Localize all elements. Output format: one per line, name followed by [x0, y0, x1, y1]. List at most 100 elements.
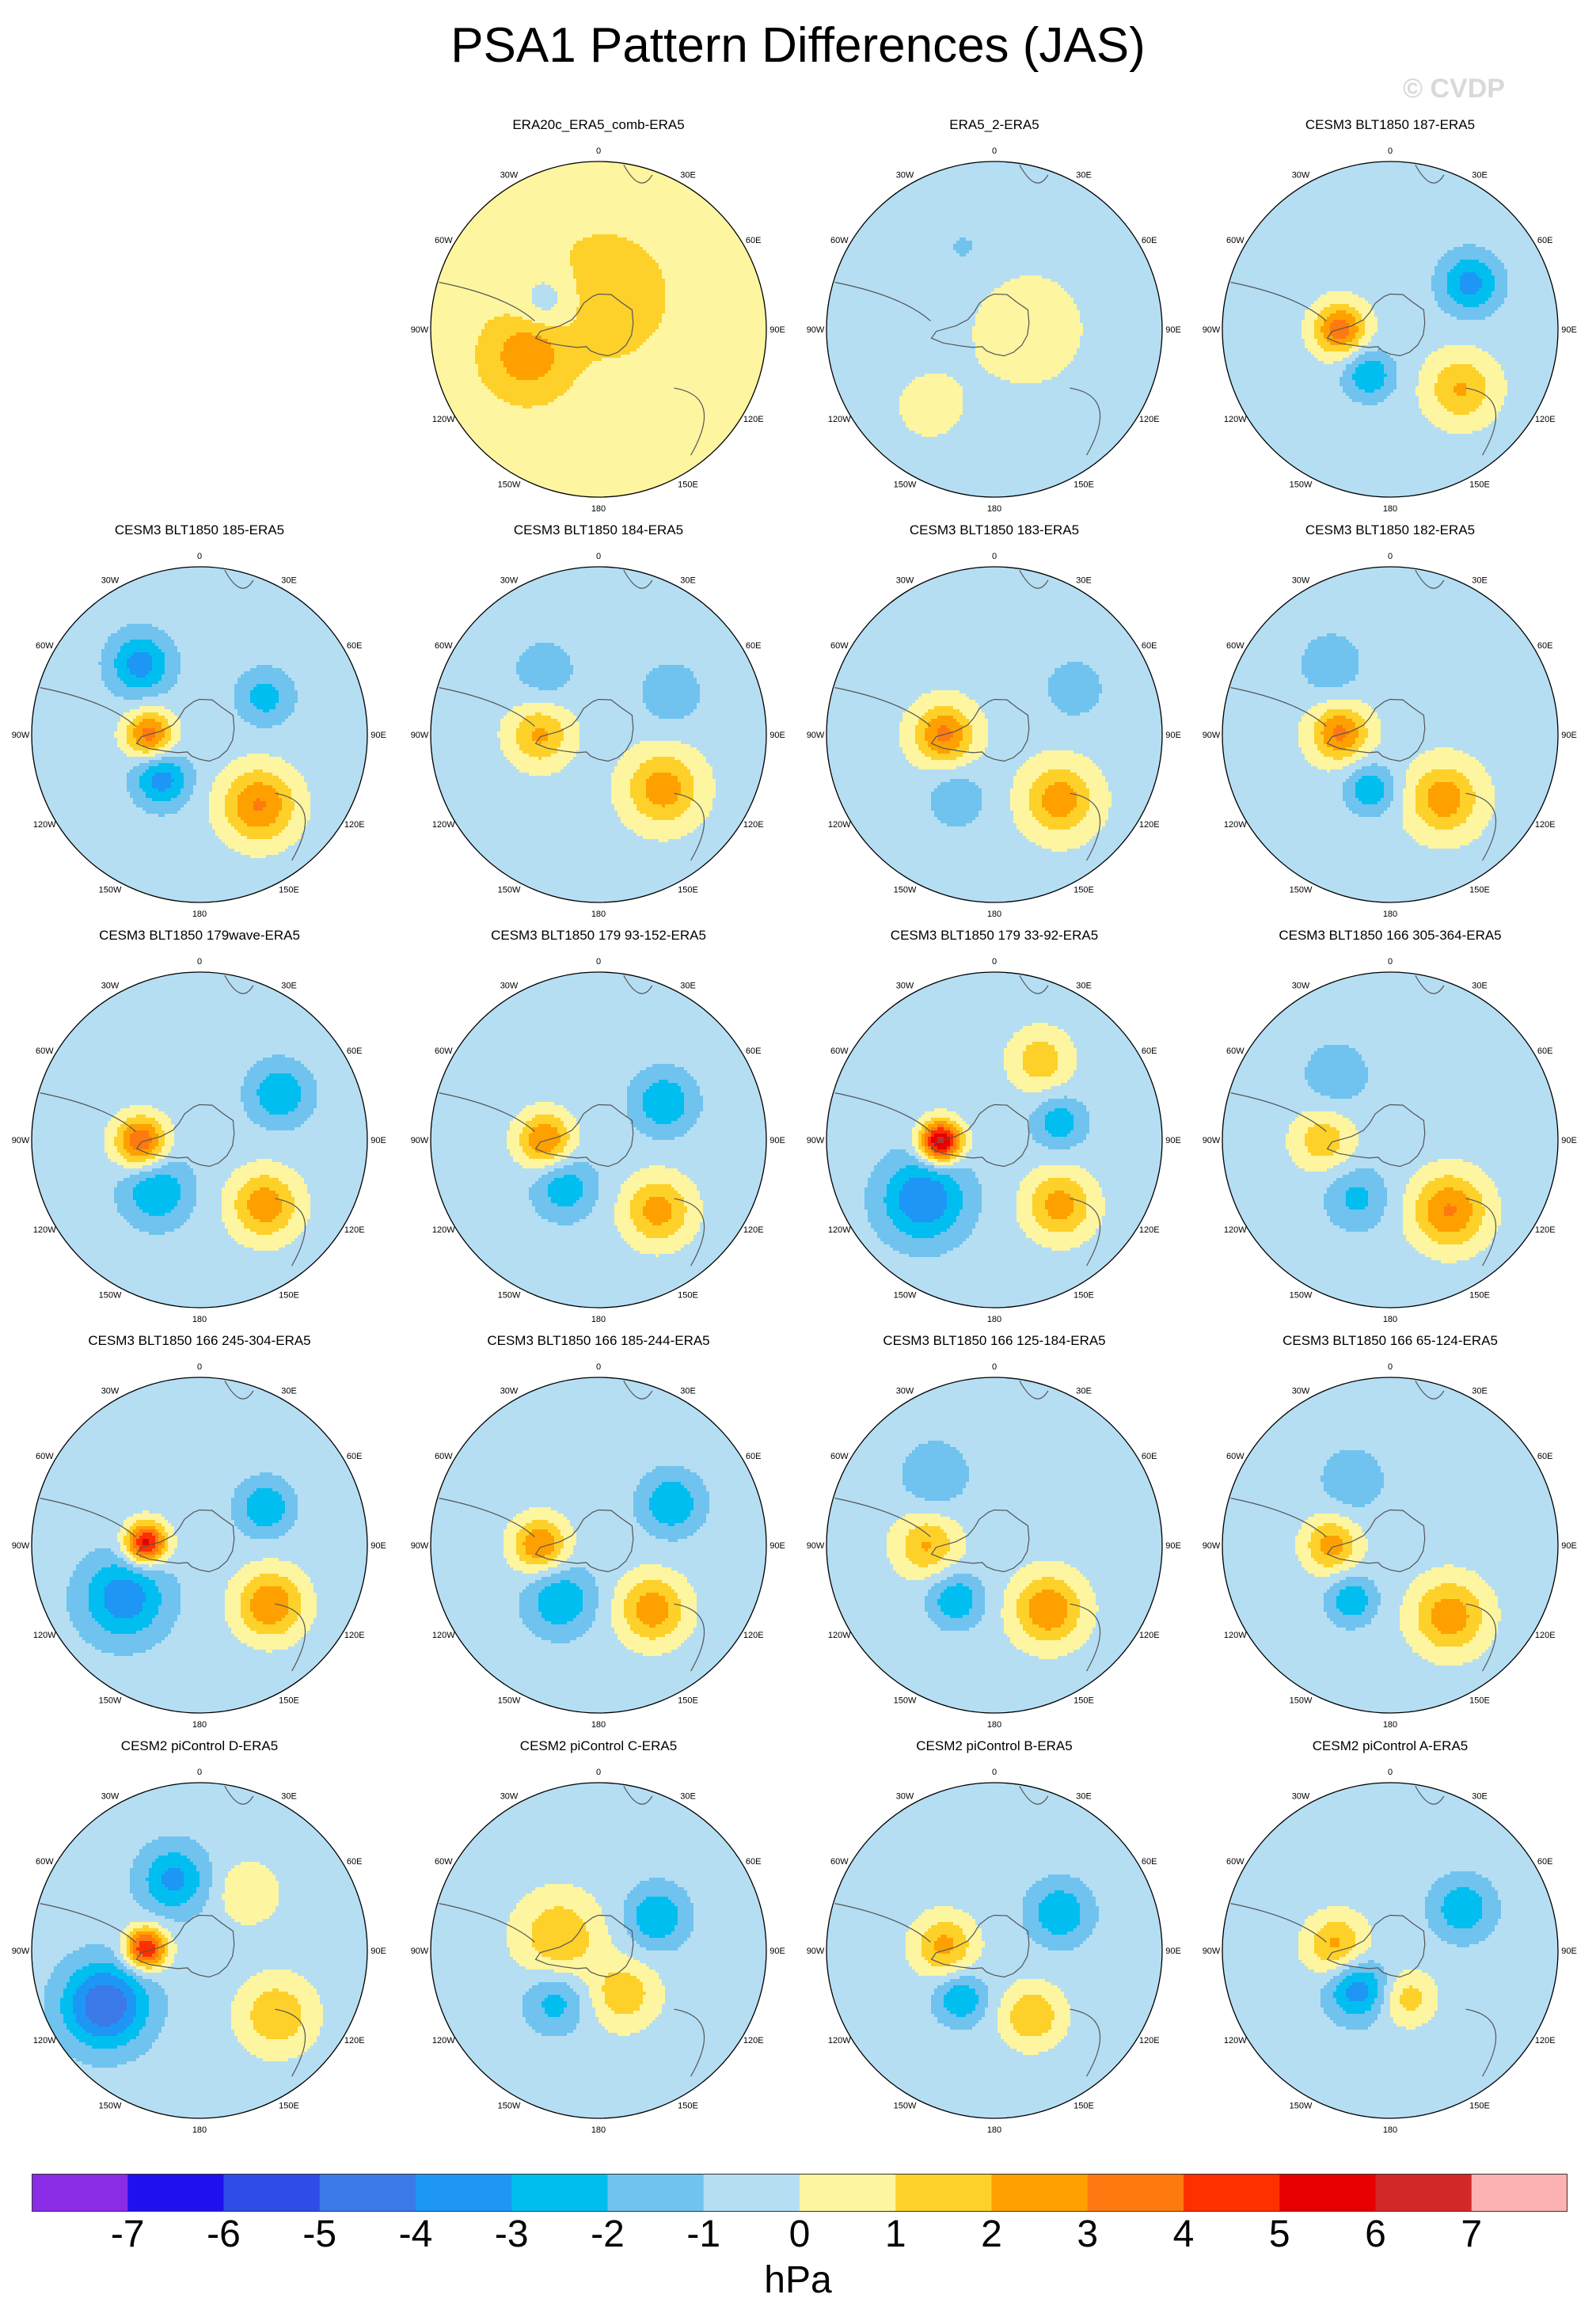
longitude-label: 150W: [99, 2102, 122, 2111]
longitude-label: 90E: [770, 1947, 785, 1956]
longitude-label: 180: [192, 1720, 207, 1730]
longitude-label: 0: [596, 1362, 601, 1372]
longitude-label: 30E: [680, 1791, 696, 1801]
longitude-label: 60E: [1537, 236, 1553, 245]
longitude-label: 0: [197, 552, 202, 561]
longitude-label: 90E: [770, 325, 785, 335]
longitude-label: 90W: [807, 1136, 825, 1145]
colorbar-swatch: [224, 2174, 321, 2212]
longitude-label: 180: [987, 910, 1001, 919]
colorbar-tick: -6: [192, 2213, 256, 2257]
longitude-label: 120E: [1139, 1225, 1160, 1235]
longitude-label: 60W: [830, 641, 849, 651]
longitude-label: 0: [596, 1768, 601, 1777]
longitude-label: 30W: [896, 1791, 914, 1801]
contour-field: [431, 567, 767, 903]
longitude-label: 150E: [279, 2102, 299, 2111]
map-panel: CESM3 BLT1850 187-ERA5 0 30E 60E 90E 120E 150E…: [1191, 117, 1590, 521]
longitude-label: 180: [591, 2125, 606, 2135]
longitude-label: 30E: [1472, 1386, 1488, 1396]
longitude-label: 120W: [828, 1225, 851, 1235]
longitude-label: 60W: [1226, 1452, 1244, 1461]
longitude-label: 120W: [432, 1631, 455, 1640]
colorbar-swatch: [704, 2174, 800, 2212]
longitude-label: 60W: [36, 1046, 54, 1056]
longitude-label: 120E: [344, 1631, 365, 1640]
longitude-label: 120W: [1224, 820, 1247, 830]
longitude-label: 90E: [1561, 1136, 1577, 1145]
longitude-label: 120W: [432, 1225, 455, 1235]
longitude-label: 150W: [1290, 886, 1313, 895]
longitude-label: 180: [1383, 1315, 1397, 1324]
longitude-label: 90E: [1165, 325, 1181, 335]
colorbar-swatch: [320, 2174, 416, 2212]
colorbar-tick: -2: [576, 2213, 640, 2257]
longitude-label: 30E: [680, 1386, 696, 1396]
longitude-label: 30E: [1076, 981, 1092, 990]
colorbar: [32, 2174, 1568, 2212]
longitude-label: 90E: [1165, 1947, 1181, 1956]
longitude-label: 30W: [500, 1791, 519, 1801]
longitude-label: 30E: [680, 170, 696, 180]
longitude-label: 90E: [370, 1541, 386, 1551]
map-panel: CESM2 piControl B-ERA5 0 30E 60E 90E 120E 150E…: [795, 1738, 1194, 2142]
longitude-label: 30W: [1292, 575, 1310, 585]
longitude-label: 60W: [435, 1857, 453, 1867]
longitude-label: 30W: [500, 575, 519, 585]
longitude-label: 150E: [279, 886, 299, 895]
longitude-label: 90E: [770, 1541, 785, 1551]
longitude-label: 120W: [1224, 415, 1247, 424]
longitude-label: 180: [987, 1315, 1001, 1324]
longitude-label: 30E: [680, 981, 696, 990]
longitude-label: 90W: [1203, 1541, 1221, 1551]
contour-field: [32, 1377, 368, 1714]
longitude-label: 30E: [1472, 1791, 1488, 1801]
longitude-label: 90W: [1203, 1947, 1221, 1956]
colorbar-swatch: [1088, 2174, 1184, 2212]
colorbar-swatch: [511, 2174, 608, 2212]
longitude-label: 120E: [1139, 1631, 1160, 1640]
longitude-label: 150W: [1290, 1291, 1313, 1301]
contour-field: [431, 161, 767, 498]
longitude-label: 150W: [894, 1696, 917, 1706]
longitude-label: 60E: [1537, 1857, 1553, 1867]
longitude-label: 0: [197, 1362, 202, 1372]
longitude-label: 30W: [1292, 1386, 1310, 1396]
colorbar-swatch: [1472, 2174, 1568, 2212]
longitude-label: 120E: [1535, 1631, 1556, 1640]
contour-field: [1222, 161, 1559, 498]
longitude-label: 150E: [678, 1696, 698, 1706]
map-panel: CESM3 BLT1850 166 185-244-ERA5 0 30E 60E 90E…: [399, 1333, 798, 1737]
longitude-label: 90E: [370, 1947, 386, 1956]
colorbar-swatch: [127, 2174, 224, 2212]
longitude-label: 30W: [101, 1791, 120, 1801]
longitude-label: 30E: [281, 981, 297, 990]
longitude-label: 120W: [432, 2036, 455, 2045]
colorbar-tick: 3: [1056, 2213, 1119, 2257]
longitude-label: 90W: [411, 325, 429, 335]
longitude-label: 90E: [770, 1136, 785, 1145]
longitude-label: 120E: [1139, 820, 1160, 830]
longitude-label: 150W: [498, 2102, 521, 2111]
colorbar-swatch: [895, 2174, 992, 2212]
longitude-label: 0: [596, 146, 601, 156]
cvdp-watermark: © CVDP: [1403, 74, 1505, 104]
colorbar-tick: -1: [672, 2213, 735, 2257]
longitude-label: 60W: [830, 1452, 849, 1461]
longitude-label: 90W: [411, 1136, 429, 1145]
longitude-label: 150W: [1290, 2102, 1313, 2111]
longitude-label: 30E: [1076, 575, 1092, 585]
map-panel: CESM3 BLT1850 166 305-364-ERA5 0 30E 60E 90E…: [1191, 928, 1590, 1331]
map-panel: CESM2 piControl A-ERA5 0 30E 60E 90E 120E 150E…: [1191, 1738, 1590, 2142]
longitude-label: 60W: [1226, 236, 1244, 245]
